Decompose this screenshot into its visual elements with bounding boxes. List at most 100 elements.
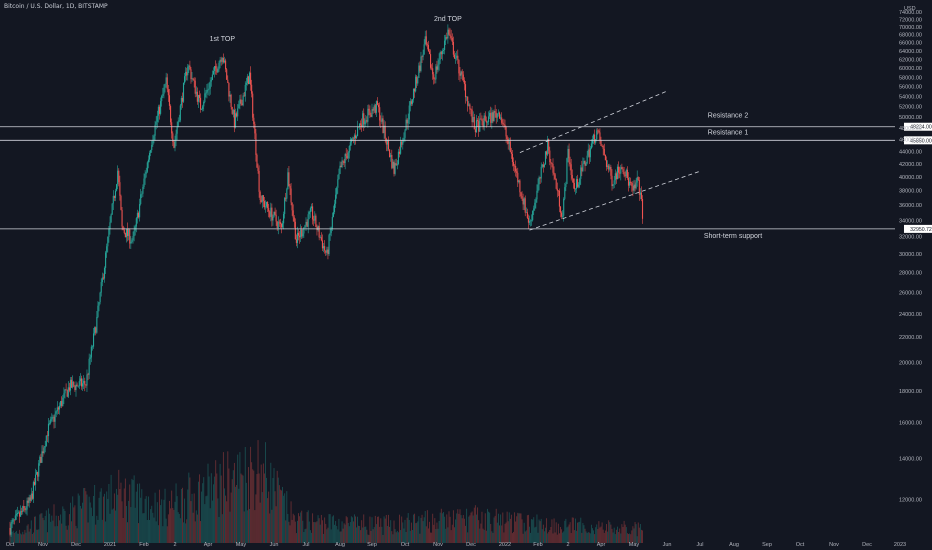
volume-bar — [40, 513, 42, 543]
volume-bar — [170, 508, 172, 543]
candle-body — [92, 333, 95, 347]
candle-body — [641, 199, 644, 219]
candle-body — [409, 101, 411, 106]
volume-bar — [65, 525, 67, 543]
volume-bar — [159, 489, 160, 543]
candle-body — [569, 162, 571, 165]
volume-bar — [46, 532, 48, 543]
volume-bar — [144, 498, 146, 543]
candle-body — [456, 55, 458, 58]
volume-bar — [179, 518, 181, 543]
candle-body — [551, 163, 553, 165]
candle-body — [411, 99, 414, 104]
volume-bar — [362, 527, 364, 543]
volume-bar — [138, 523, 139, 543]
y-tick-label: 30000.00 — [899, 252, 922, 258]
volume-bar — [44, 516, 46, 543]
candle-body — [160, 101, 162, 114]
volume-bar — [510, 514, 512, 543]
volume-bar — [401, 516, 403, 543]
volume-bar — [580, 517, 582, 543]
candle-body — [246, 76, 248, 83]
volume-bar — [233, 462, 235, 543]
volume-bar — [292, 513, 294, 543]
candle-body — [583, 160, 585, 164]
volume-bar — [274, 491, 276, 543]
candle-body — [158, 106, 161, 114]
volume-bar — [367, 534, 369, 543]
volume-bar — [121, 501, 123, 543]
volume-bar — [188, 472, 190, 543]
candle-body — [439, 52, 441, 60]
candle-body — [280, 223, 283, 228]
candle-body — [88, 358, 90, 375]
candle-body — [60, 401, 62, 406]
volume-bar — [391, 531, 393, 543]
volume-bar — [374, 515, 376, 543]
candle-body — [188, 65, 190, 67]
y-tick-label: 68000.00 — [899, 33, 922, 39]
volume-bar — [189, 477, 191, 543]
volume-bar — [529, 526, 530, 543]
y-tick-label: 16000.00 — [899, 421, 922, 427]
volume-bar — [306, 512, 308, 543]
candle-body — [472, 116, 474, 123]
volume-bar — [29, 528, 31, 543]
volume-bar — [504, 523, 506, 543]
volume-bar — [604, 530, 606, 543]
candle-body — [276, 221, 278, 228]
volume-bar — [290, 501, 292, 543]
candle-body — [421, 56, 423, 58]
candle-body — [219, 59, 221, 63]
volume-bar — [217, 498, 219, 543]
y-tick-label: 40000.00 — [899, 175, 922, 181]
candle-body — [524, 198, 526, 213]
candle-body — [175, 133, 177, 140]
candle-body — [14, 515, 16, 520]
volume-bar — [85, 491, 87, 543]
volume-bar — [254, 510, 256, 543]
candle-body — [500, 117, 502, 119]
volume-bar — [584, 528, 586, 543]
volume-bar — [536, 514, 538, 543]
y-tick-label: 28000.00 — [899, 271, 922, 277]
candle-body — [289, 185, 291, 189]
volume-bar — [368, 535, 370, 543]
volume-bar — [123, 488, 125, 543]
candle-body — [435, 66, 437, 80]
volume-bar — [606, 524, 607, 543]
candle-body — [225, 60, 227, 70]
candle-body — [241, 103, 243, 106]
volume-bar — [56, 526, 58, 543]
volume-bar — [284, 493, 286, 543]
candle-body — [539, 177, 541, 179]
candle-body — [171, 122, 173, 134]
volume-bar — [399, 514, 400, 543]
candle-body — [581, 167, 583, 172]
candle-body — [526, 212, 528, 219]
candle-body — [601, 145, 603, 147]
candle-body — [94, 327, 96, 334]
candle-body — [217, 69, 219, 73]
volume-bar — [548, 531, 550, 543]
candle-body — [320, 237, 322, 241]
candle-body — [469, 104, 471, 110]
candle-body — [420, 56, 422, 71]
candle-body — [145, 171, 147, 174]
candle-body — [629, 181, 631, 186]
candle-body — [153, 135, 155, 141]
volume-bar — [246, 510, 248, 543]
candle-body — [573, 182, 575, 189]
candle-body — [116, 184, 118, 191]
candle-body — [229, 94, 231, 97]
volume-bar — [480, 523, 482, 543]
candle-body — [449, 34, 451, 37]
volume-bar — [133, 475, 135, 543]
volume-bar — [628, 534, 629, 543]
candle-body — [597, 130, 599, 132]
candle-body — [536, 190, 538, 200]
y-tick-label: 52000.00 — [899, 105, 922, 111]
candle-body — [155, 121, 157, 125]
candle-body — [99, 292, 101, 303]
